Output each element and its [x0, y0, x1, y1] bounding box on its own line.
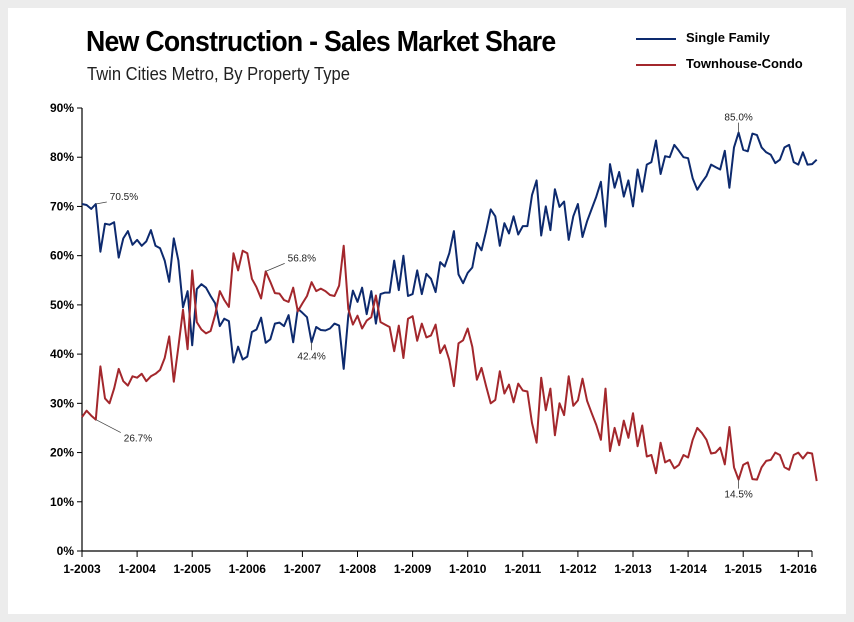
annotation-label: 14.5% — [724, 490, 752, 501]
x-tick-label: 1-2013 — [614, 562, 652, 576]
y-tick-label: 30% — [50, 396, 74, 410]
legend-label-townhouse-condo: Townhouse-Condo — [686, 56, 803, 71]
chart-card — [8, 8, 846, 614]
x-tick-label: 1-2009 — [394, 562, 432, 576]
x-tick-label: 1-2012 — [559, 562, 597, 576]
x-tick-label: 1-2011 — [504, 562, 541, 576]
legend-swatch-townhouse-condo — [636, 64, 676, 66]
annotation-label: 70.5% — [110, 192, 138, 203]
x-tick-label: 1-2008 — [339, 562, 377, 576]
y-tick-label: 60% — [50, 249, 74, 263]
series-line-townhouse-condo — [81, 244, 818, 482]
y-tick-label: 10% — [50, 495, 74, 509]
y-tick-label: 0% — [57, 544, 75, 558]
chart-subtitle: Twin Cities Metro, By Property Type — [87, 64, 350, 84]
y-tick-label: 20% — [50, 446, 74, 460]
x-tick-label: 1-2015 — [725, 562, 763, 576]
x-tick-label: 1-2010 — [449, 562, 487, 576]
annotation-leader — [95, 419, 121, 433]
annotation-label: 56.8% — [288, 253, 316, 264]
annotation-label: 85.0% — [724, 113, 752, 124]
x-tick-label: 1-2004 — [118, 562, 156, 576]
x-tick-label: 1-2007 — [284, 562, 322, 576]
y-tick-label: 70% — [50, 199, 74, 213]
legend-swatch-single-family — [636, 38, 676, 40]
annotation-leader — [95, 201, 107, 205]
x-tick-label: 1-2003 — [63, 562, 101, 576]
legend-label-single-family: Single Family — [686, 30, 770, 45]
y-tick-label: 50% — [50, 298, 74, 312]
y-tick-label: 90% — [50, 101, 74, 115]
series-line-single-family — [81, 131, 818, 370]
chart-title: New Construction - Sales Market Share — [86, 26, 556, 58]
y-tick-label: 80% — [50, 150, 74, 164]
x-tick-label: 1-2016 — [780, 562, 818, 576]
x-tick-label: 1-2006 — [229, 562, 267, 576]
annotation-label: 26.7% — [124, 434, 152, 445]
annotation-leader — [265, 263, 285, 272]
y-tick-label: 40% — [50, 347, 74, 361]
x-tick-label: 1-2014 — [669, 562, 707, 576]
x-tick-label: 1-2005 — [174, 562, 212, 576]
annotation-label: 42.4% — [297, 351, 325, 362]
